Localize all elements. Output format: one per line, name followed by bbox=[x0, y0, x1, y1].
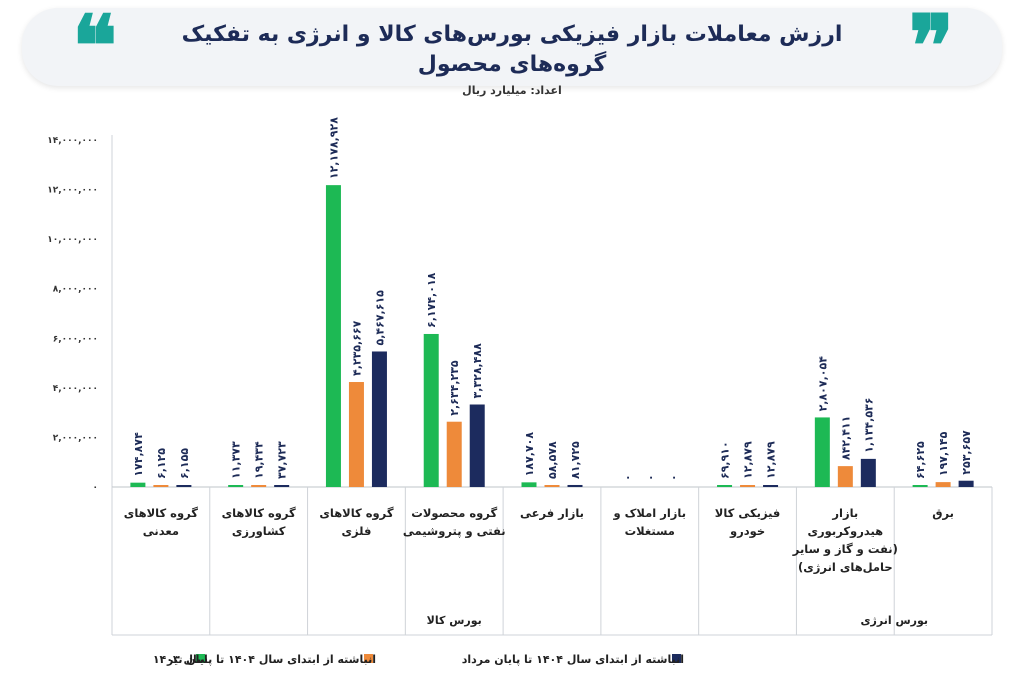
category-label: گروه کالاهای bbox=[222, 506, 296, 521]
category-label: بازار املاک و bbox=[613, 506, 687, 521]
y-tick-label: ۸,۰۰۰,۰۰۰ bbox=[53, 285, 98, 295]
data-label: ۶,۱۲۵ bbox=[155, 448, 168, 479]
data-label: ۴,۲۳۵,۶۶۷ bbox=[350, 320, 363, 376]
data-label: ۶۹,۹۱۰ bbox=[719, 441, 732, 479]
data-label: ۰ bbox=[644, 474, 657, 481]
data-label: ۶,۱۵۵ bbox=[178, 448, 191, 479]
y-tick-label: ۶,۰۰۰,۰۰۰ bbox=[53, 334, 98, 344]
data-label: ۰ bbox=[621, 474, 634, 481]
category-label: خودرو bbox=[729, 524, 765, 539]
category-label: حامل‌های انرژی) bbox=[798, 560, 893, 574]
bar bbox=[153, 485, 169, 487]
data-label: ۱۲,۸۷۹ bbox=[742, 441, 755, 479]
category-label: گروه محصولات bbox=[411, 506, 497, 521]
data-label: ۶,۱۷۴,۰۱۸ bbox=[425, 272, 438, 328]
category-label: برق bbox=[932, 506, 954, 520]
bar bbox=[717, 485, 733, 487]
y-tick-label: ۱۰,۰۰۰,۰۰۰ bbox=[47, 235, 98, 245]
bar bbox=[544, 485, 560, 487]
data-label: ۳,۳۲۸,۴۸۸ bbox=[471, 343, 484, 399]
legend-label: سال ۱۴۰۳ bbox=[153, 653, 208, 666]
bar bbox=[423, 333, 439, 487]
group-label: بورس کالا bbox=[427, 614, 482, 627]
data-label: ۱۱,۳۷۳ bbox=[230, 441, 243, 479]
bar bbox=[912, 485, 928, 487]
bar bbox=[860, 458, 876, 487]
quote-left-icon: ❝ bbox=[72, 0, 118, 95]
category-label: معدنی bbox=[143, 524, 179, 538]
chart-unit-note: اعداد: میلیارد ریال bbox=[462, 84, 562, 97]
data-label: ۱۲,۸۷۹ bbox=[765, 441, 778, 479]
data-label: ۰ bbox=[667, 474, 680, 481]
chart-header: ❝ ❞ ارزش معاملات بازار فیزیکی بورس‌های ک… bbox=[22, 4, 1002, 97]
category-label: کشاورزی bbox=[232, 524, 286, 539]
legend-swatch bbox=[672, 654, 681, 663]
bar bbox=[567, 484, 583, 487]
category-label: هیدروکربوری bbox=[808, 524, 884, 539]
data-label: ۱۸۷,۷۰۸ bbox=[523, 432, 536, 477]
data-label: ۱۲,۱۷۸,۹۲۸ bbox=[327, 117, 340, 179]
category-label: بازار bbox=[831, 506, 858, 520]
category-label: بازار فرعی bbox=[520, 506, 584, 520]
data-label: ۶۴,۶۲۵ bbox=[914, 441, 927, 479]
bar bbox=[130, 482, 146, 487]
bar bbox=[935, 482, 951, 487]
legend-swatch bbox=[364, 654, 373, 663]
data-label: ۸۴۲,۴۱۱ bbox=[839, 416, 852, 460]
y-tick-label: ۴,۰۰۰,۰۰۰ bbox=[53, 384, 98, 394]
bar bbox=[958, 480, 974, 487]
bar bbox=[274, 485, 290, 487]
bar bbox=[176, 485, 192, 487]
data-label: ۲,۸۰۷,۰۵۴ bbox=[816, 356, 829, 412]
bar bbox=[814, 417, 830, 487]
data-label: ۱۹,۴۳۴ bbox=[253, 441, 266, 479]
category-label: نفتی و پتروشیمی bbox=[403, 524, 506, 539]
chart-title: ارزش معاملات بازار فیزیکی بورس‌های کالا … bbox=[181, 22, 843, 77]
data-label: ۸۱,۷۲۵ bbox=[569, 441, 582, 479]
category-label: (نفت و گاز و سایر bbox=[792, 542, 898, 557]
data-label: ۱۷۴,۸۷۴ bbox=[132, 432, 145, 477]
bar bbox=[740, 485, 756, 487]
data-label: ۲,۶۳۴,۲۳۵ bbox=[448, 360, 461, 416]
category-label: گروه کالاهای bbox=[124, 506, 198, 521]
category-label: مستغلات bbox=[625, 524, 675, 538]
legend-label: انباشته از ابتدای سال ۱۴۰۴ تا پایان مردا… bbox=[462, 653, 684, 666]
group-label: بورس انرژی bbox=[860, 614, 928, 627]
bar bbox=[348, 382, 364, 487]
legend-swatch bbox=[196, 654, 205, 663]
y-tick-label: ۱۲,۰۰۰,۰۰۰ bbox=[47, 186, 98, 196]
data-label: ۳۷,۷۲۳ bbox=[276, 441, 289, 479]
bar bbox=[251, 485, 267, 487]
bar bbox=[446, 421, 462, 487]
bar bbox=[469, 404, 485, 487]
data-label: ۲۵۳,۶۵۷ bbox=[960, 430, 973, 475]
data-label: ۵,۴۶۷,۶۱۵ bbox=[373, 290, 386, 346]
bar bbox=[325, 185, 341, 487]
bar bbox=[228, 485, 244, 487]
y-tick-label: ۱۴,۰۰۰,۰۰۰ bbox=[47, 136, 98, 146]
quote-right-icon: ❞ bbox=[908, 0, 954, 95]
bar bbox=[371, 351, 387, 487]
bar bbox=[837, 466, 853, 487]
data-label: ۵۸,۵۷۸ bbox=[546, 441, 559, 479]
y-tick-label: ۰ bbox=[93, 483, 99, 493]
bar bbox=[763, 485, 779, 487]
category-label: فیزیکی کالا bbox=[715, 506, 781, 520]
category-label: فلزی bbox=[341, 524, 371, 538]
data-label: ۱,۱۳۴,۵۳۶ bbox=[862, 398, 875, 453]
bar bbox=[521, 482, 537, 487]
legend-label: انباشته از ابتدای سال ۱۴۰۴ تا پایان تیر bbox=[166, 653, 376, 666]
category-label: گروه کالاهای bbox=[319, 506, 393, 521]
y-tick-label: ۲,۰۰۰,۰۰۰ bbox=[53, 433, 98, 443]
data-label: ۱۹۷,۱۴۵ bbox=[937, 431, 950, 476]
